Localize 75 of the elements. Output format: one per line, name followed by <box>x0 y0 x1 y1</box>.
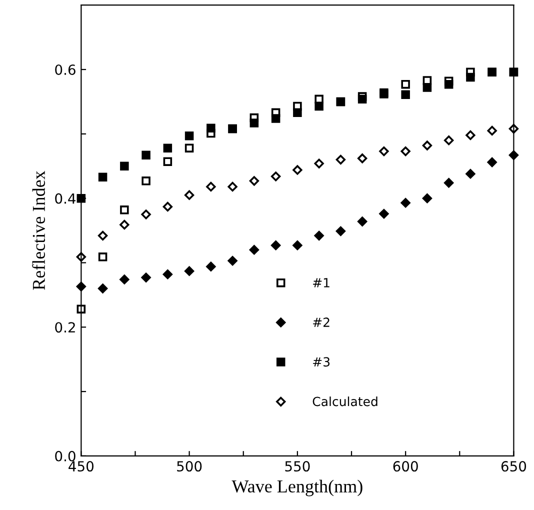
point <box>466 169 476 179</box>
point <box>142 176 150 186</box>
point <box>293 108 302 118</box>
point <box>422 83 432 92</box>
point <box>271 114 280 123</box>
point <box>184 131 194 140</box>
point <box>466 130 476 140</box>
point <box>120 162 129 170</box>
point <box>206 262 216 272</box>
point <box>379 146 389 156</box>
point <box>249 245 260 255</box>
point <box>98 284 108 294</box>
point <box>142 150 150 160</box>
point <box>292 165 302 175</box>
y-axis-title: Reflective Index <box>32 170 45 290</box>
point <box>162 202 173 212</box>
point <box>379 208 389 219</box>
x-tick-label: 450 <box>68 461 94 472</box>
point <box>120 220 130 230</box>
y-tick-label: 0.2 <box>55 322 75 333</box>
point <box>314 102 324 111</box>
x-tick-label: 550 <box>285 461 310 472</box>
point <box>120 206 129 214</box>
point <box>250 118 259 128</box>
point <box>336 154 346 165</box>
x-tick-label: 600 <box>393 461 418 472</box>
point <box>357 216 368 226</box>
point <box>357 154 368 164</box>
point <box>120 274 130 284</box>
legend-label: #3 <box>313 357 330 367</box>
y-tick-label: 0.6 <box>55 64 76 75</box>
point <box>270 240 281 250</box>
point <box>206 124 216 132</box>
point <box>184 144 194 152</box>
point <box>76 304 86 314</box>
point <box>444 136 454 146</box>
x-tick-label: 650 <box>501 461 526 472</box>
point <box>400 146 410 156</box>
point <box>466 72 475 82</box>
x-tick-label: 500 <box>177 461 202 472</box>
legend-label: Calculated <box>312 396 378 406</box>
point <box>270 172 281 182</box>
point <box>314 158 324 168</box>
point <box>487 126 497 136</box>
point <box>422 140 432 150</box>
point <box>487 157 497 168</box>
y-tick-label: 0.4 <box>55 193 76 204</box>
point <box>249 176 260 186</box>
point <box>358 94 367 104</box>
point <box>336 226 346 236</box>
point <box>184 190 194 200</box>
point <box>141 272 151 282</box>
point <box>98 172 108 182</box>
point <box>401 90 410 99</box>
point <box>314 230 324 241</box>
point <box>292 240 302 250</box>
point <box>141 210 151 220</box>
point <box>444 178 454 188</box>
point <box>163 157 172 166</box>
point <box>206 182 216 192</box>
legend-label: #2 <box>313 318 330 327</box>
point <box>422 193 432 204</box>
text: 0.0 <box>55 450 76 462</box>
point <box>444 80 454 89</box>
point <box>163 144 172 152</box>
point <box>228 182 238 192</box>
point <box>184 266 194 276</box>
point <box>162 269 173 280</box>
x-axis-title: Wave Length(nm) <box>232 480 362 496</box>
point <box>98 252 108 262</box>
point <box>228 256 238 266</box>
point <box>401 80 410 89</box>
point <box>400 198 410 208</box>
legend-label: #1 <box>313 278 330 288</box>
point <box>98 230 108 241</box>
